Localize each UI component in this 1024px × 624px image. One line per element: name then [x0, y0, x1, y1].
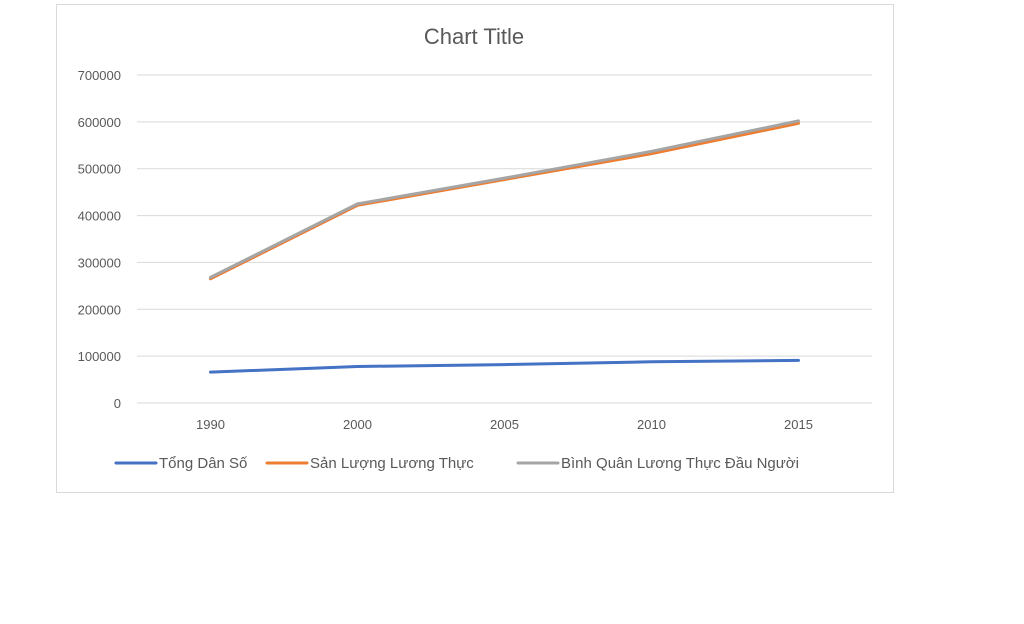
series-line-2	[209, 121, 800, 281]
x-tick-label: 1990	[196, 417, 225, 432]
y-tick-label: 700000	[78, 68, 121, 83]
legend-label: Bình Quân Lương Thực Đầu Người	[561, 455, 799, 472]
series-line-3	[209, 119, 800, 279]
y-tick-label: 500000	[78, 162, 121, 177]
legend-label: Sản Lượng Lương Thực	[310, 455, 474, 472]
legend-label: Tổng Dân Số	[159, 455, 248, 472]
x-tick-label: 2015	[784, 417, 813, 432]
series-lines	[209, 119, 800, 374]
y-tick-label: 400000	[78, 209, 121, 224]
x-tick-label: 2005	[490, 417, 519, 432]
x-tick-label: 2010	[637, 417, 666, 432]
y-tick-label: 200000	[78, 302, 121, 317]
y-tick-label: 100000	[78, 349, 121, 364]
legend: Tổng Dân Số Sản Lượng Lương Thực Bình Quân…	[114, 455, 799, 472]
x-tick-label: 2000	[343, 417, 372, 432]
series-line-1	[209, 358, 800, 374]
x-axis-ticks: 1990 2000 2005 2010 2015	[196, 417, 813, 432]
gridlines	[137, 74, 872, 404]
chart-frame	[56, 4, 894, 493]
y-tick-label: 600000	[78, 115, 121, 130]
y-tick-label: 300000	[78, 255, 121, 270]
y-tick-label: 0	[114, 396, 121, 411]
chart-title: Chart Title	[424, 24, 524, 49]
y-axis-ticks: 0 100000 200000 300000 400000 500000 600000 700…	[78, 68, 121, 411]
